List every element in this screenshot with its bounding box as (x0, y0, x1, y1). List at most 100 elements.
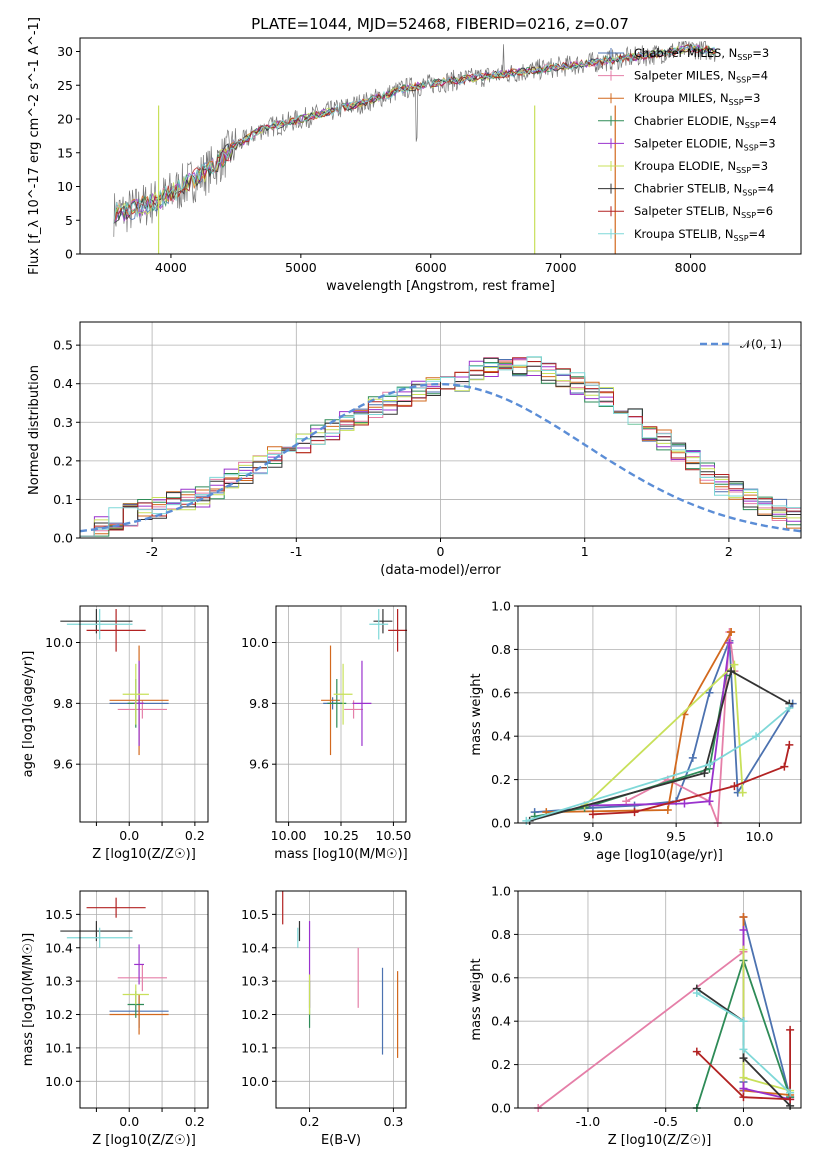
x-tick-label: 0 (437, 544, 445, 559)
y-tick-label: 9.8 (249, 696, 269, 711)
panel-EBV-mass: 0.2 0.3 10.0 10.1 10.2 10.3 10.4 10.5 E(B-V) (241, 890, 407, 1148)
y-tick-label: 0.5 (53, 338, 73, 353)
panel-spectrum: 4000 5000 6000 7000 8000 0 5 10 15 20 25 30 waveleng… (27, 17, 802, 294)
axes-frame (79, 37, 802, 255)
y-tick-label: 0.4 (53, 376, 73, 391)
x-tick-label: 0.0 (119, 828, 139, 843)
weight-marker (752, 732, 761, 741)
legend-spectrum: Chabrier MILES, NSSP=3 Salpeter MILES, NS… (598, 46, 777, 243)
panel-mass-age: 10.00 10.25 10.50 9.6 9.8 10.0 mass [log10(M/M… (241, 605, 412, 862)
weight-marker (727, 667, 736, 676)
histogram-chabrier-stelib (80, 357, 801, 537)
weight-marker (730, 660, 739, 669)
axes-frame (517, 890, 802, 1109)
series-model-chabrier-elodie (113, 44, 717, 224)
x-axis-label: age [log10(age/yr)] (596, 848, 723, 863)
plot-area-Z-age (60, 609, 169, 756)
weight-marker (705, 797, 714, 806)
x-tick-label: 7000 (545, 260, 577, 275)
panel-residuals: -2 -1 0 1 2 0.0 0.1 0.2 0.3 0.4 0.5 (data-model)/er… (27, 321, 802, 578)
x-axis-label: E(B-V) (321, 1133, 361, 1148)
x-tick-label: 10.25 (323, 828, 359, 843)
plot-area-mass-age (321, 609, 408, 756)
legend-label: Chabrier ELODIE, NSSP=4 (634, 114, 777, 130)
weight-marker (730, 782, 739, 791)
x-axis-label: wavelength [Angstrom, rest frame] (326, 279, 555, 294)
y-tick-label: 10.0 (241, 635, 269, 650)
y-tick-label: 0 (65, 247, 73, 262)
y-tick-label: 0.4 (491, 729, 511, 744)
legend-label: Salpeter ELODIE, NSSP=3 (634, 136, 776, 152)
weight-line-kroupa-stelib (696, 992, 791, 1094)
weight-line-kroupa-stelib (526, 707, 790, 822)
series-model-salpeter-miles (113, 44, 717, 224)
y-tick-label: 0.4 (491, 1014, 511, 1029)
axes-frame (79, 605, 209, 823)
x-tick-label: 0.0 (119, 1114, 139, 1129)
y-tick-label: 10.1 (241, 1040, 269, 1055)
y-tick-label: 10.0 (241, 1074, 269, 1089)
weight-marker (725, 638, 734, 647)
y-tick-label: 0.6 (491, 685, 511, 700)
x-tick-label: 10.50 (376, 828, 412, 843)
y-tick-label: 10 (57, 179, 73, 194)
y-axis-label: mass weight (469, 673, 484, 755)
weight-line-kroupa-miles (546, 631, 732, 813)
weight-marker (630, 808, 639, 817)
weight-marker (663, 805, 672, 814)
y-tick-label: 10.4 (241, 940, 269, 955)
plot-area-Z-mass (60, 897, 169, 1035)
figure-title: PLATE=1044, MJD=52468, FIBERID=0216, z=0… (251, 15, 629, 33)
panel-Z-mass: 0.0 0.2 10.0 10.1 10.2 10.3 10.4 10.5 Z [log10(Z… (21, 890, 209, 1148)
y-tick-label: 10.2 (45, 1007, 73, 1022)
axes-frame (275, 890, 407, 1109)
weight-marker (692, 988, 701, 997)
x-axis-label: Z [log10(Z/Z☉)] (608, 1133, 712, 1148)
weight-marker (739, 926, 748, 935)
weight-marker (739, 1045, 748, 1054)
y-axis-label: Normed distribution (27, 365, 42, 495)
y-tick-label: 10.5 (241, 907, 269, 922)
weight-marker (780, 762, 789, 771)
plot-area-spectrum (113, 41, 717, 254)
axes-frame (517, 605, 802, 824)
panel-Z-age: 0.0 0.2 9.6 9.8 10.0 Z [log10(Z/Z☉)] age [log1… (21, 605, 209, 862)
weight-marker (739, 1093, 748, 1102)
plot-area-Z-weight (534, 913, 795, 1112)
x-tick-label: 8000 (675, 260, 707, 275)
series-normal-curve (79, 382, 802, 533)
legend-label: Kroupa ELODIE, NSSP=3 (634, 159, 768, 175)
y-tick-label: 1.0 (491, 599, 511, 614)
weight-marker (739, 1073, 748, 1082)
weight-line-salpeter-miles (537, 917, 745, 1109)
x-axis-label: (data-model)/error (380, 563, 501, 578)
x-axis-label: Z [log10(Z/Z☉)] (92, 847, 196, 862)
weight-marker (786, 1088, 795, 1097)
y-tick-label: 9.6 (53, 757, 73, 772)
x-tick-label: 10.00 (271, 828, 307, 843)
x-tick-label: 0.2 (185, 828, 205, 843)
x-tick-label: 6000 (415, 260, 447, 275)
y-tick-label: 0.0 (491, 1101, 511, 1116)
y-tick-label: 1.0 (491, 884, 511, 899)
y-tick-label: 0.2 (491, 1057, 511, 1072)
y-tick-label: 10.0 (45, 635, 73, 650)
x-tick-label: 2 (725, 544, 733, 559)
x-tick-label: 0.2 (300, 1114, 320, 1129)
plot-area-EBV-mass (282, 891, 399, 1058)
x-tick-label: 1 (581, 544, 589, 559)
weight-marker (785, 740, 794, 749)
legend-label: Salpeter STELIB, NSSP=6 (634, 204, 773, 220)
x-tick-label: -1 (290, 544, 302, 559)
x-tick-label: 0.0 (734, 1114, 754, 1129)
series-model-salpeter-stelib (113, 43, 717, 224)
y-axis-label: Flux [f_λ 10^-17 erg cm^-2 s^-1 A^-1] (27, 17, 42, 275)
legend-label: Kroupa MILES, NSSP=3 (634, 91, 760, 107)
y-tick-label: 0.8 (491, 642, 511, 657)
weight-marker (588, 810, 597, 819)
y-tick-label: 10.4 (45, 940, 73, 955)
panel-Z-weight: -1.0 -0.5 0.0 0.0 0.2 0.4 0.6 0.8 1.0 Z [log10(Z/… (469, 884, 802, 1148)
weight-marker (739, 1084, 748, 1093)
y-tick-label: 10.3 (241, 974, 269, 989)
